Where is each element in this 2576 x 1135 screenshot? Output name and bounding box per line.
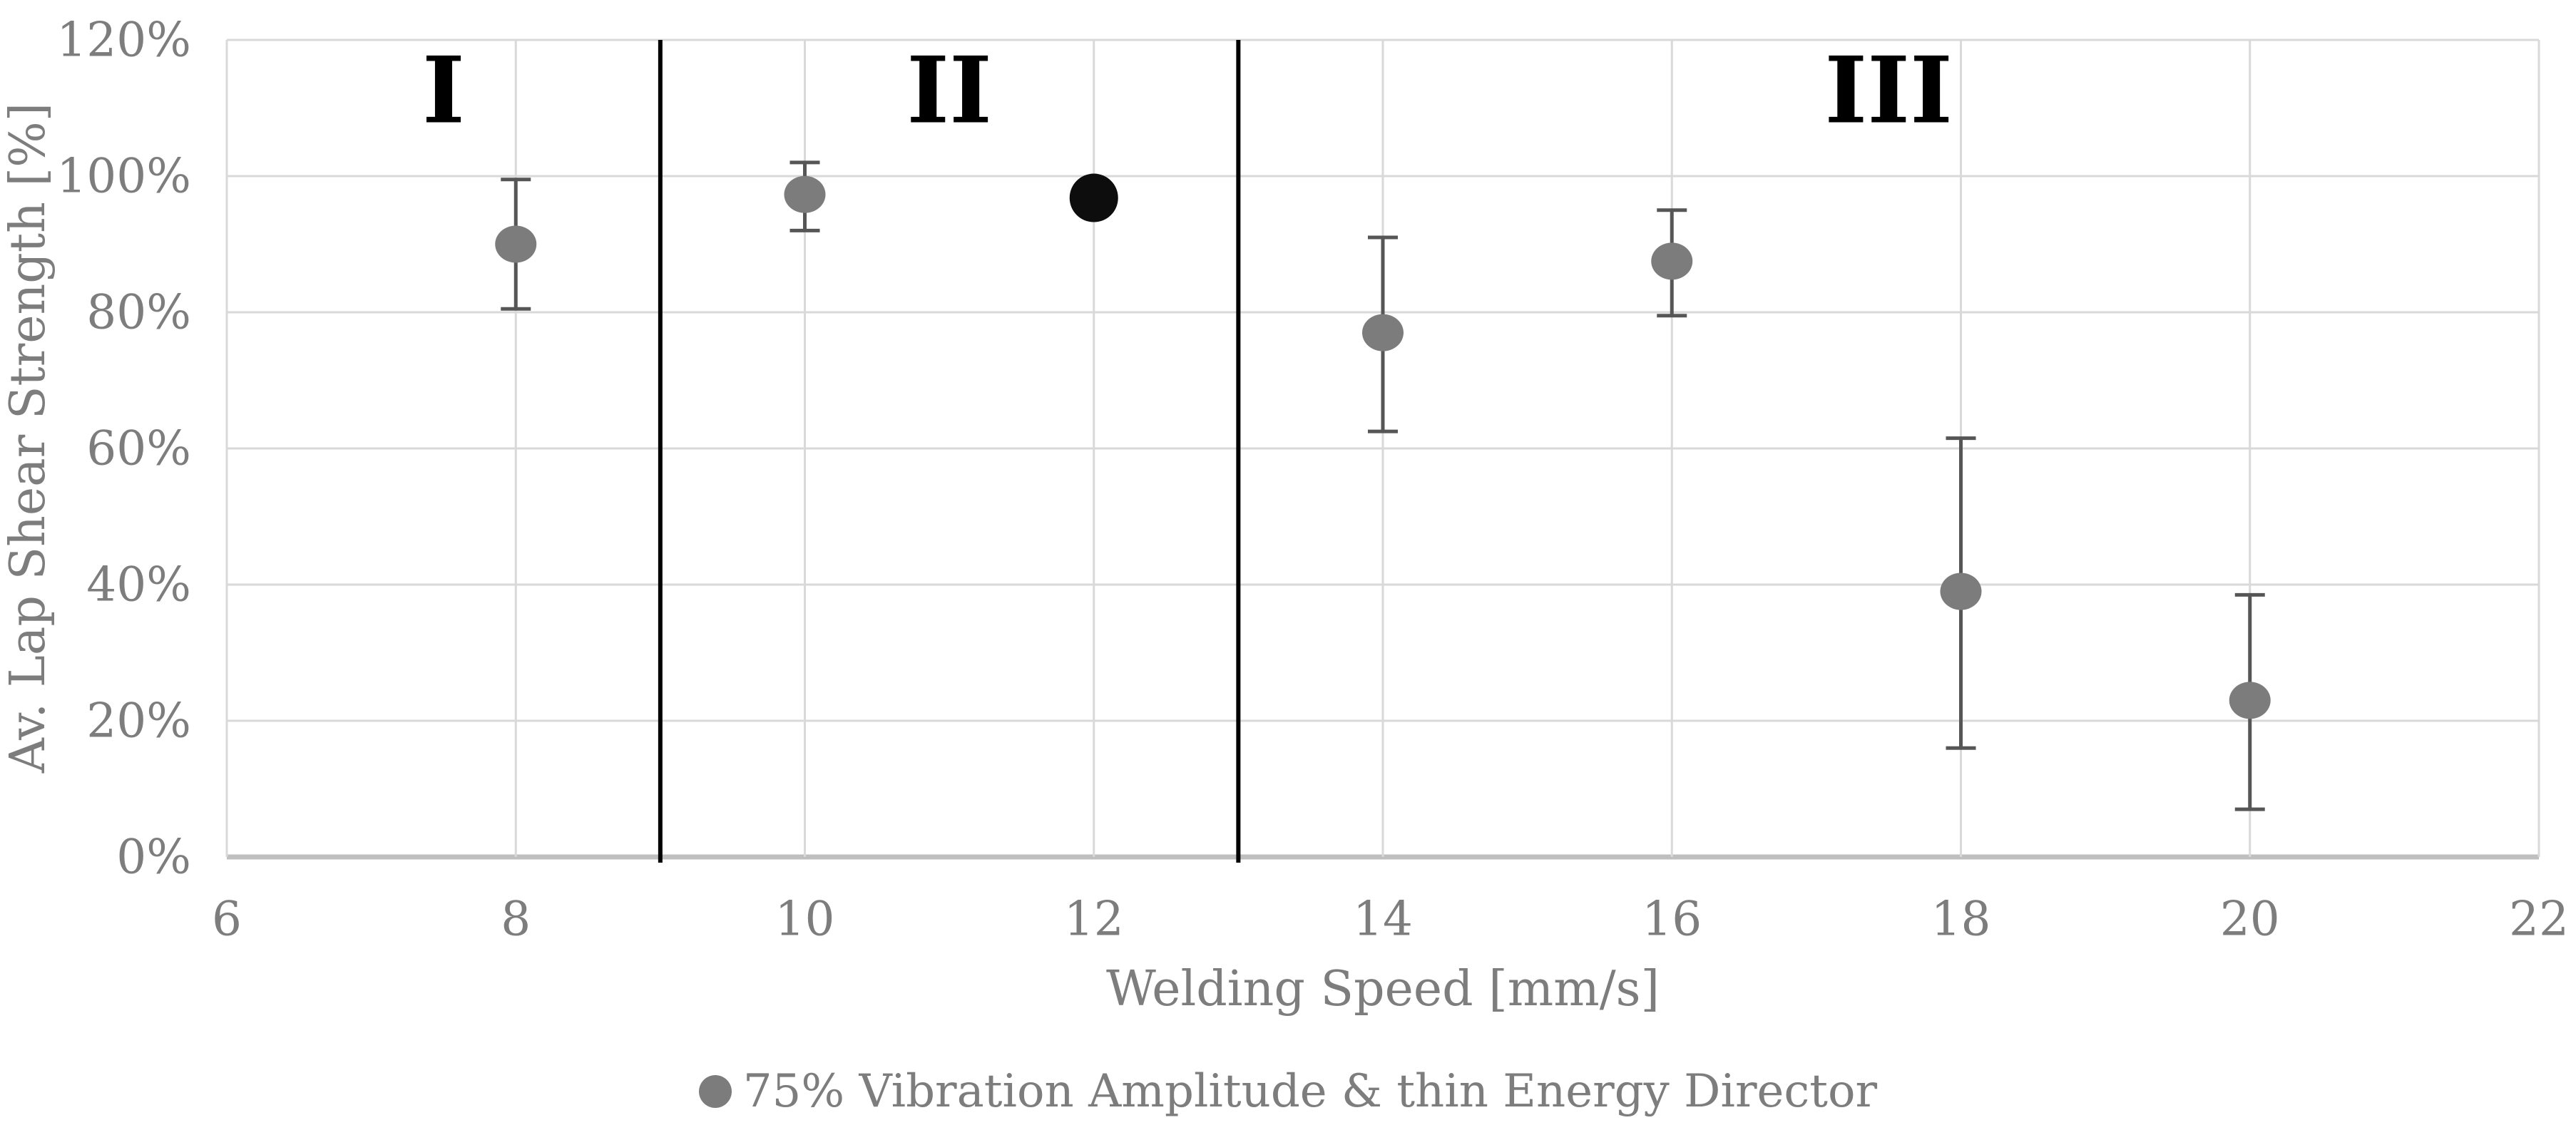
data-point	[1362, 314, 1404, 351]
x-tick-label: 20	[2220, 892, 2280, 947]
region-label: II	[906, 38, 992, 145]
legend-series-marker-icon	[698, 1075, 732, 1108]
y-tick-label: 80%	[86, 285, 191, 340]
region-label: III	[1824, 38, 1953, 145]
y-axis-title: Av. Lap Shear Strength [%]	[0, 102, 56, 774]
y-tick-label: 0%	[116, 830, 191, 885]
legend: 75% Vibration Amplitude & thin Energy Di…	[0, 1065, 2576, 1118]
x-tick-label: 10	[775, 892, 835, 947]
gridlines	[225, 38, 2540, 860]
data-point	[495, 225, 537, 263]
x-tick-label: 14	[1353, 892, 1413, 947]
x-tick-label: 6	[212, 892, 242, 947]
x-tick-label: 16	[1642, 892, 1702, 947]
data-point	[1651, 242, 1693, 280]
x-tick-label: 8	[501, 892, 531, 947]
data-point-highlighted	[1069, 173, 1118, 222]
y-tick-label: 100%	[56, 149, 191, 204]
y-axis-tick-labels: 0% 20% 40% 60% 80% 100% 120%	[56, 13, 191, 885]
y-tick-label: 40%	[86, 558, 191, 612]
data-point	[2229, 682, 2271, 719]
data-point	[784, 175, 826, 213]
x-axis-tick-labels: 6 8 10 12 14 16 18 20 22	[212, 892, 2569, 947]
x-tick-label: 22	[2509, 892, 2569, 947]
legend-series-label: 75% Vibration Amplitude & thin Energy Di…	[742, 1065, 1878, 1118]
x-axis-title: Welding Speed [mm/s]	[1105, 961, 1660, 1017]
x-tick-label: 12	[1064, 892, 1124, 947]
x-tick-label: 18	[1931, 892, 1991, 947]
data-point	[1940, 572, 1982, 610]
region-divider-lines	[658, 40, 1241, 863]
region-labels: I II III	[422, 38, 1953, 145]
y-tick-label: 20%	[86, 694, 191, 749]
y-tick-label: 120%	[56, 13, 191, 68]
region-label: I	[422, 38, 465, 145]
y-tick-label: 60%	[86, 421, 191, 476]
data-point-markers	[495, 173, 2271, 719]
